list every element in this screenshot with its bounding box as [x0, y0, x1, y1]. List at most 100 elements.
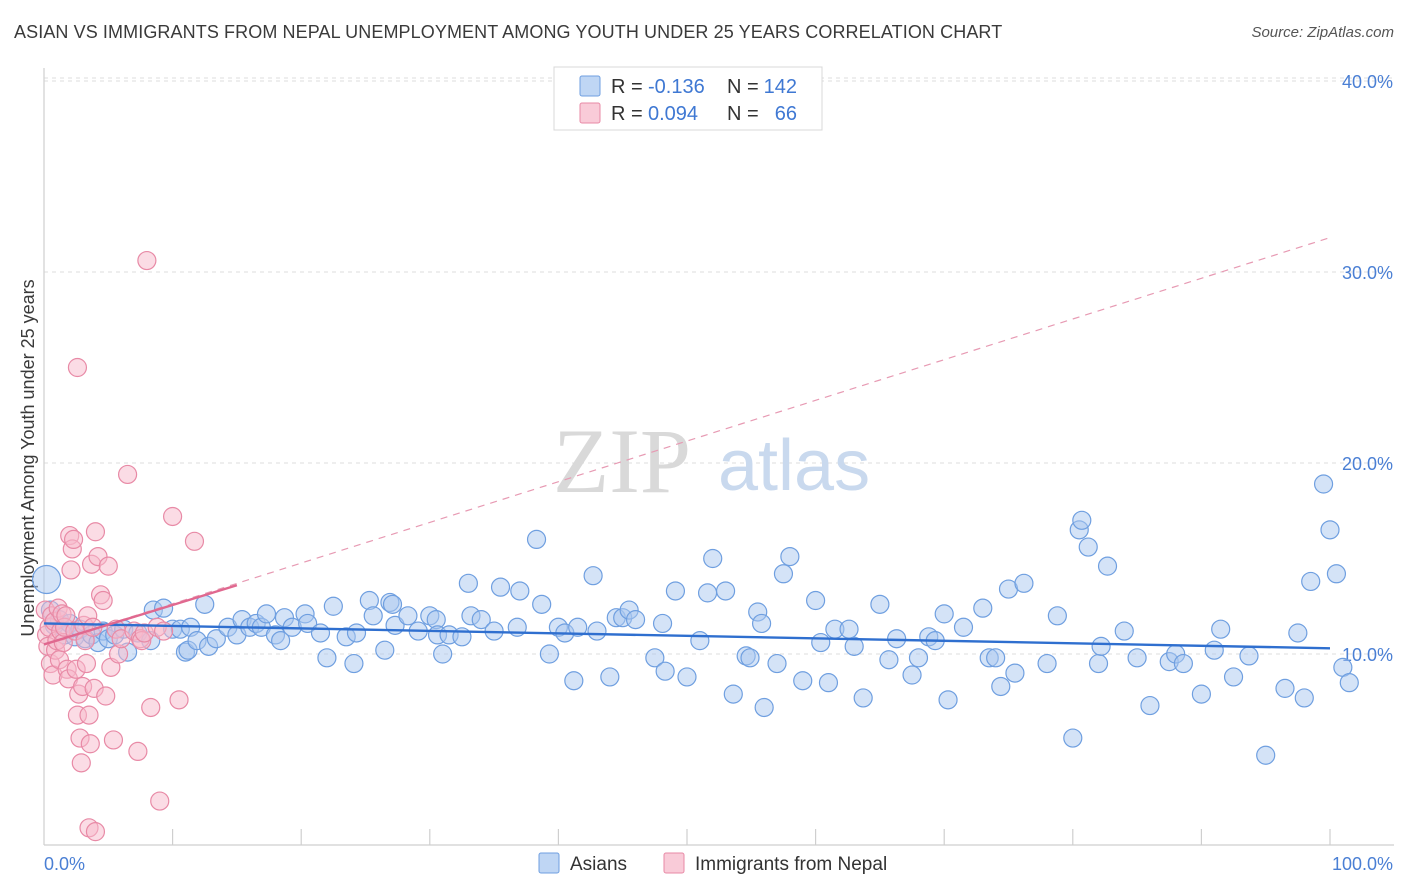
asians-point: [1339, 673, 1359, 693]
asians-point: [1294, 688, 1314, 708]
asians-point: [568, 617, 588, 637]
x-axis-ticks: [172, 829, 1331, 845]
trend-line-nepal-dashed: [43, 237, 1331, 646]
nepal-point: [67, 357, 88, 378]
legend-r-label-nepal: R =: [611, 103, 643, 125]
nepal-point: [71, 753, 91, 773]
y-tick-label: 10.0%: [1342, 645, 1393, 665]
legend-r-value-nepal: 0.094: [648, 103, 698, 125]
asians-point: [564, 671, 584, 691]
trend-line-asians: [43, 622, 1331, 650]
asians-point: [1204, 640, 1224, 660]
asians-point: [723, 684, 743, 704]
y-axis-label: Unemployment Among Youth under 25 years: [18, 279, 38, 636]
asians-point: [31, 564, 62, 595]
y-tick-label: 20.0%: [1342, 454, 1393, 474]
asians-point: [652, 613, 673, 634]
x-axis-tick-labels: 0.0% 100.0%: [44, 854, 1393, 874]
asians-point: [1239, 646, 1259, 666]
asians-point: [1014, 573, 1034, 593]
asians-point: [1173, 653, 1193, 674]
nepal-point: [103, 730, 124, 750]
asians-point: [986, 648, 1006, 668]
asians-point: [1078, 537, 1098, 557]
asians-point: [1326, 564, 1347, 584]
asians-point: [740, 648, 760, 668]
asians-point: [206, 629, 226, 649]
asians-point: [754, 697, 774, 718]
legend-bottom-swatch-asians: [538, 852, 560, 874]
asians-point: [1320, 520, 1340, 540]
asians-point: [1005, 663, 1025, 683]
asians-point: [1211, 619, 1231, 639]
legend-bottom-swatch-nepal: [663, 852, 685, 874]
legend-bottom-label-asians: Asians: [570, 854, 627, 875]
asians-point: [1097, 556, 1118, 576]
x-tick-label: 100.0%: [1332, 854, 1393, 874]
asians-point: [310, 623, 331, 643]
asians-point: [532, 594, 552, 614]
asians-point: [271, 631, 291, 651]
legend-n-value-asians: 142: [764, 76, 797, 98]
nepal-point: [63, 529, 84, 550]
asians-point: [1088, 653, 1109, 674]
nepal-point: [80, 734, 100, 754]
asians-point: [587, 621, 607, 641]
asians-point: [908, 648, 929, 668]
asians-point: [363, 606, 383, 626]
asians-point: [1191, 684, 1212, 704]
asians-point: [818, 673, 839, 693]
asians-point: [1114, 621, 1134, 641]
nepal-point: [163, 506, 183, 527]
nepal-point: [96, 686, 116, 706]
asians-point: [1037, 653, 1057, 674]
asians-point: [773, 564, 794, 584]
asians-point: [677, 667, 697, 687]
legend-swatch-asians: [579, 75, 601, 97]
nepal-point: [61, 560, 81, 580]
asians-point: [433, 644, 453, 664]
asians-point: [853, 688, 873, 708]
asians-point: [703, 548, 723, 569]
x-tick-label: 0.0%: [44, 854, 85, 874]
nepal-point: [184, 531, 205, 551]
asians-point: [805, 590, 826, 611]
asians-point: [317, 648, 337, 668]
nepal-point: [76, 653, 97, 674]
asians-point: [934, 604, 954, 624]
legend-n-value-nepal: 66: [775, 103, 797, 125]
asians-point: [870, 594, 890, 614]
asians-point: [1047, 606, 1067, 626]
asians-point: [526, 529, 547, 550]
asians-point: [844, 636, 864, 656]
asians-point: [793, 671, 813, 691]
asians-point: [655, 661, 675, 681]
legend-r-label-asians: R =: [611, 76, 643, 98]
asians-point: [953, 617, 974, 637]
asians-point: [1288, 623, 1308, 643]
asians-point: [839, 619, 859, 639]
y-axis-tick-labels: 10.0% 20.0% 30.0% 40.0%: [1342, 72, 1393, 665]
asians-point: [458, 573, 478, 593]
asians-point: [1275, 678, 1295, 698]
nepal-point: [150, 791, 170, 811]
watermark-atlas: atlas: [718, 426, 870, 506]
asians-point: [600, 667, 620, 687]
asians-point: [1223, 667, 1244, 687]
asians-point: [811, 632, 831, 653]
asians-point: [1313, 474, 1334, 494]
nepal-point: [93, 590, 113, 611]
legend-swatch-nepal: [579, 102, 601, 124]
asians-point: [323, 596, 343, 616]
asians-point: [973, 598, 993, 618]
chart-title: ASIAN VS IMMIGRANTS FROM NEPAL UNEMPLOYM…: [14, 22, 1003, 42]
nepal-point: [85, 822, 106, 842]
asians-point: [645, 648, 665, 668]
chart-source: Source: ZipAtlas.com: [1251, 24, 1394, 41]
asians-point: [510, 581, 530, 601]
legend-n-label-nepal: N =: [727, 103, 759, 125]
asians-point: [902, 665, 922, 685]
asians-point: [344, 653, 364, 674]
asians-point: [490, 577, 511, 597]
